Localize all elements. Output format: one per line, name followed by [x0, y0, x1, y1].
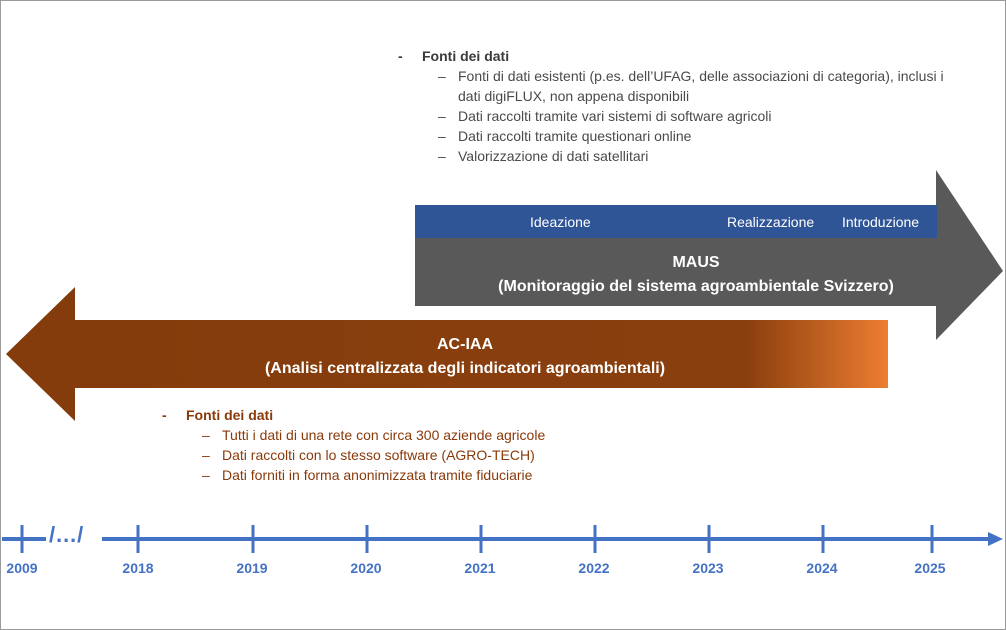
- year-label-2020: 2020: [350, 560, 382, 576]
- acia-source-2: Dati raccolti con lo stesso software (AG…: [222, 447, 535, 463]
- list-item: – Dati forniti in forma anonimizzata tram…: [202, 467, 533, 483]
- maus-sources-heading-text: Fonti dei dati: [422, 48, 510, 64]
- acia-sources-dash: -: [162, 407, 167, 423]
- list-item: – Dati raccolti tramite questionari onlin…: [438, 128, 692, 144]
- year-label-2009: 2009: [6, 560, 38, 576]
- acia-subtitle: (Analisi centralizzata degli indicatori …: [264, 360, 666, 377]
- acia-data-sources: - Fonti dei dati – Tutti i dati di una re…: [162, 405, 622, 485]
- maus-source-3: Dati raccolti tramite questionari online: [458, 128, 692, 144]
- acia-arrow: [6, 287, 888, 421]
- acia-title-block: AC-IAA (Analisi centralizzata degli indi…: [160, 333, 770, 381]
- acia-source-3: Dati forniti in forma anonimizzata trami…: [222, 467, 533, 483]
- list-item: – Valorizzazione di dati satellitari: [438, 148, 649, 164]
- phase-introduzione: Introduzione: [842, 214, 920, 230]
- maus-source-4: Valorizzazione di dati satellitari: [458, 148, 649, 164]
- timeline-ticks: [20, 525, 934, 553]
- maus-phase-bar: [415, 205, 937, 238]
- acia-sources-heading: - Fonti dei dati: [162, 405, 622, 425]
- year-label-2022: 2022: [578, 560, 610, 576]
- maus-subtitle: (Monitoraggio del sistema agroambientale…: [498, 278, 894, 295]
- list-item: – Tutti i dati di una rete con circa 300 …: [202, 427, 546, 443]
- year-label-2018: 2018: [122, 560, 154, 576]
- year-label-2021: 2021: [464, 560, 496, 576]
- maus-title: MAUS: [672, 254, 720, 271]
- phase-ideazione: Ideazione: [530, 214, 591, 230]
- year-label-2019: 2019: [236, 560, 268, 576]
- list-item: – Dati raccolti tramite vari sistemi di s…: [438, 108, 772, 124]
- maus-source-1: Fonti di dati esistenti (p.es. dell’UFAG…: [458, 68, 944, 104]
- maus-source-2: Dati raccolti tramite vari sistemi di so…: [458, 108, 772, 124]
- acia-source-1: Tutti i dati di una rete con circa 300 a…: [222, 427, 546, 443]
- year-label-2025: 2025: [914, 560, 946, 576]
- year-label-2023: 2023: [692, 560, 724, 576]
- maus-sources-dash: -: [398, 48, 403, 64]
- acia-sources-list: – Tutti i dati di una rete con circa 300 …: [202, 425, 622, 485]
- acia-title: AC-IAA: [437, 336, 493, 353]
- timeline-arrowhead: [988, 532, 1003, 546]
- year-label-2024: 2024: [806, 560, 838, 576]
- acia-sources-heading-text: Fonti dei dati: [186, 407, 274, 423]
- timeline-gap-marker: /…/: [49, 522, 84, 547]
- maus-sources-list: – Fonti di dati esistenti (p.es. dell’UFA…: [438, 66, 958, 166]
- maus-data-sources: - Fonti dei dati – Fonti di dati esistent…: [398, 46, 958, 166]
- list-item: – Dati raccolti con lo stesso software (A…: [202, 447, 535, 463]
- gap-mask: [46, 530, 102, 548]
- phase-realizzazione: Realizzazione: [727, 214, 815, 230]
- maus-sources-heading: - Fonti dei dati: [398, 46, 958, 66]
- list-item: – Fonti di dati esistenti (p.es. dell’UFA…: [438, 66, 958, 106]
- maus-title-block: MAUS (Monitoraggio del sistema agroambie…: [416, 251, 976, 299]
